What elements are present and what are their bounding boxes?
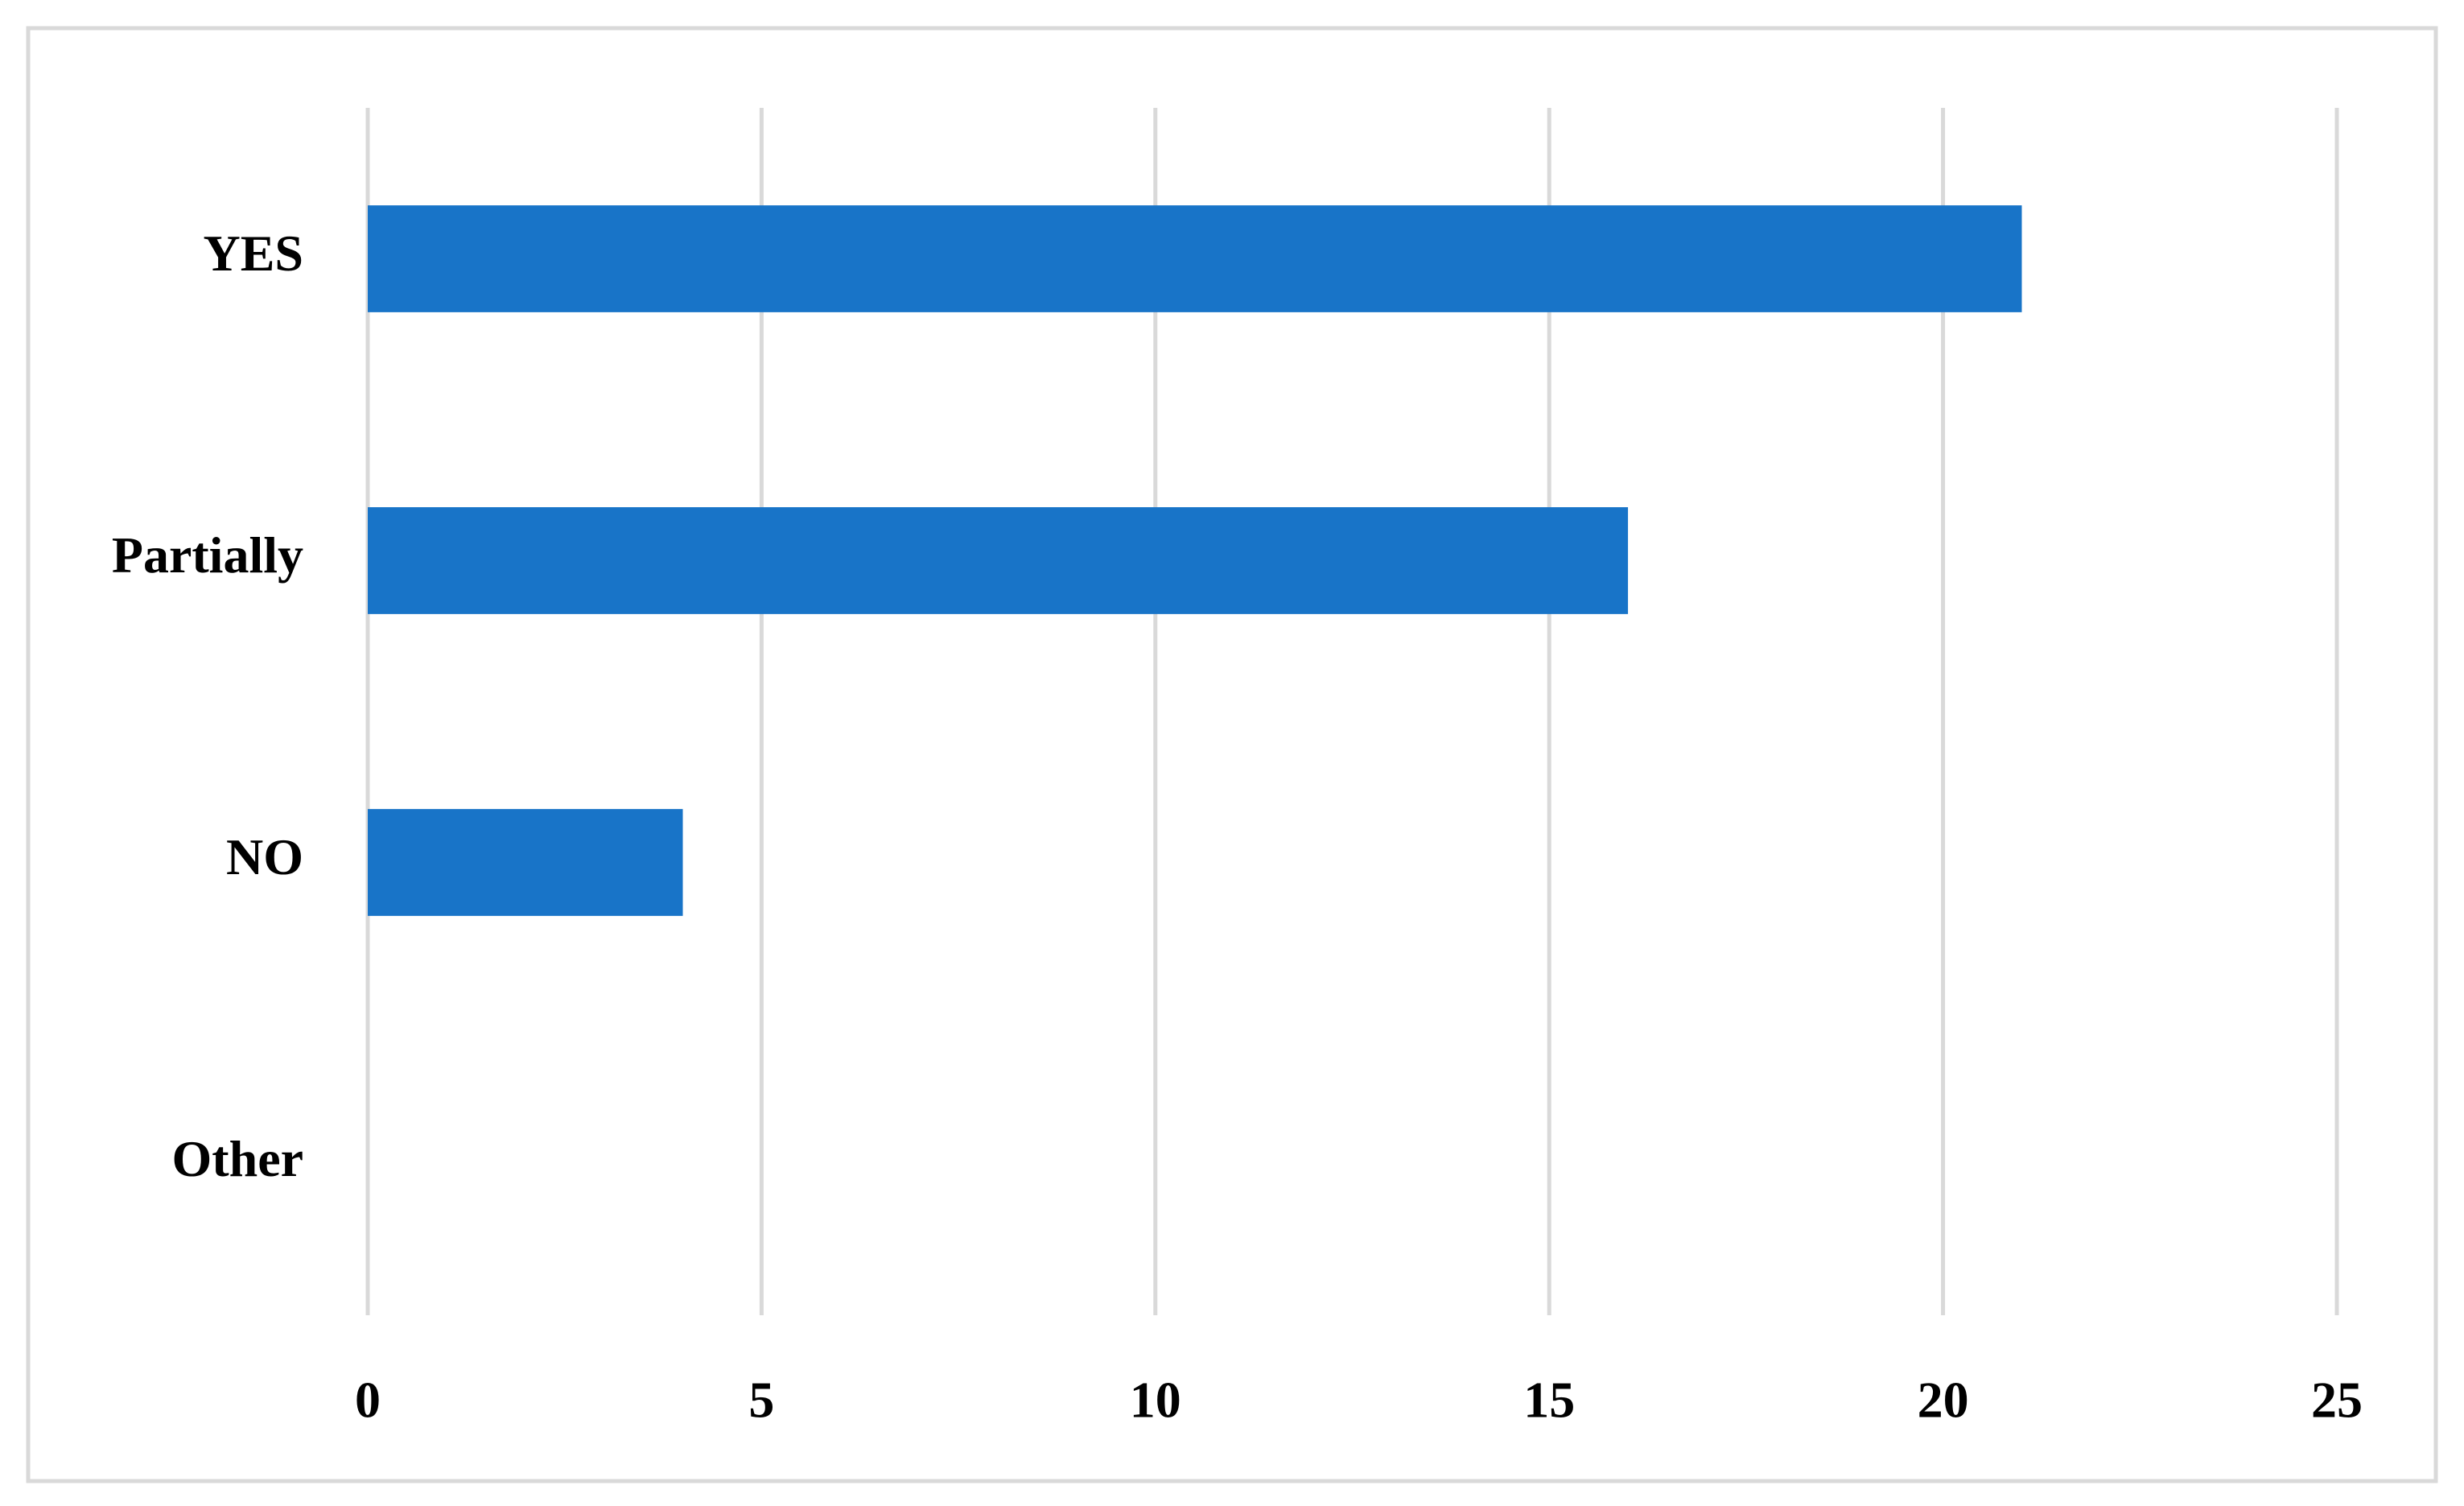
- x-tick-label: 15: [1523, 1372, 1575, 1429]
- x-tick-label: 5: [748, 1372, 774, 1429]
- x-tick-label: 20: [1918, 1372, 1969, 1429]
- x-tick-label: 0: [355, 1372, 381, 1429]
- x-tick-label: 10: [1130, 1372, 1181, 1429]
- y-tick-label: Other: [172, 1130, 304, 1187]
- y-tick-label: NO: [226, 828, 303, 885]
- bar: [368, 205, 2022, 312]
- bar: [368, 507, 1629, 614]
- y-tick-label: Partially: [112, 526, 303, 584]
- x-tick-label: 25: [2311, 1372, 2363, 1429]
- y-tick-label: YES: [204, 225, 304, 282]
- bar: [368, 809, 683, 916]
